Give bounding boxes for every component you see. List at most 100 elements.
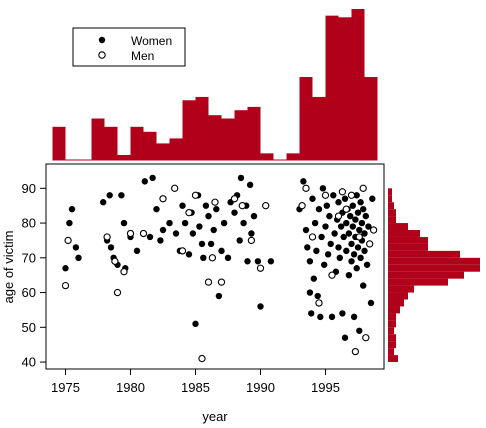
women-point (215, 292, 223, 300)
women-point (157, 237, 164, 244)
men-point (178, 247, 187, 255)
women-point (141, 178, 148, 185)
women-point (339, 310, 346, 317)
age-bar (388, 320, 396, 328)
women-point (311, 219, 319, 227)
legend-men-marker (98, 51, 106, 59)
women-point (207, 240, 215, 248)
x-tick-label: 1990 (246, 380, 275, 395)
men-point (64, 236, 72, 245)
men-point (334, 212, 343, 220)
women-point (356, 327, 363, 334)
year-bar (91, 118, 105, 160)
year-bar (351, 9, 365, 160)
women-point (192, 320, 199, 328)
women-point (345, 271, 353, 279)
women-point (328, 313, 336, 321)
women-point (361, 230, 368, 237)
women-point (358, 219, 366, 227)
women-point (146, 233, 154, 241)
men-point (262, 202, 270, 210)
men-point (347, 191, 356, 199)
age-bar (388, 202, 394, 210)
women-point (172, 230, 180, 237)
men-point (139, 229, 148, 238)
y-axis: 40 50 60 70 80 90 (22, 181, 46, 370)
men-point (217, 278, 226, 286)
women-point (336, 254, 343, 262)
x-tick-label: 1995 (311, 380, 340, 395)
women-point (300, 178, 307, 185)
men-point (126, 229, 135, 238)
women-point (100, 199, 107, 206)
legend-women-marker (98, 36, 106, 44)
women-point (248, 230, 255, 237)
women-point (324, 251, 332, 258)
women-point (213, 205, 220, 213)
women-point (257, 303, 264, 310)
women-point (179, 202, 186, 209)
men-point (351, 347, 360, 356)
women-point (224, 254, 232, 262)
men-point (238, 202, 246, 210)
women-point (357, 199, 364, 206)
men-point (247, 236, 256, 245)
legend-men-label: Men (131, 49, 154, 63)
men-point (366, 240, 374, 248)
women-point (309, 195, 316, 202)
men-point (342, 205, 350, 213)
women-point (348, 258, 355, 265)
women-point (349, 202, 356, 209)
women-point (367, 299, 375, 307)
year-bar (52, 126, 66, 160)
women-point (357, 254, 364, 262)
women-point (340, 233, 347, 241)
women-point (250, 212, 258, 220)
age-bar (388, 216, 396, 224)
men-point (120, 268, 128, 276)
women-point (202, 202, 210, 209)
age-bar (388, 250, 460, 258)
year-bar (364, 77, 378, 160)
women-point (304, 244, 311, 251)
women-point (68, 205, 76, 213)
men-point (61, 281, 70, 290)
women-point (341, 334, 349, 341)
men-point (338, 188, 347, 196)
men-point (355, 233, 363, 241)
women-point (348, 240, 355, 248)
y-tick-label: 80 (22, 216, 36, 231)
women-point (149, 174, 156, 182)
women-point (218, 247, 225, 255)
age-histogram (388, 188, 480, 363)
women-point (331, 230, 338, 237)
men-point (362, 334, 370, 342)
year-bar (143, 131, 157, 160)
men-point (111, 257, 119, 265)
women-point (352, 216, 359, 223)
women-point (353, 265, 360, 272)
age-bar (388, 223, 408, 231)
women-point (189, 230, 197, 237)
men-point (185, 208, 193, 217)
legend: Women Men (72, 27, 186, 67)
age-bar (388, 306, 400, 314)
year-bar (312, 96, 326, 160)
legend-women-label: Women (131, 34, 172, 48)
women-point (118, 192, 125, 199)
women-point (181, 219, 189, 227)
plot-frame (45, 163, 385, 370)
women-point (350, 251, 358, 258)
year-bar (117, 155, 131, 160)
year-bar (260, 153, 274, 160)
y-axis-label: age of victim (1, 231, 16, 304)
x-axis: 1975 1980 1985 1990 1995 (51, 369, 340, 395)
year-histogram (52, 9, 378, 161)
year-bar (130, 126, 144, 160)
women-point (347, 212, 354, 220)
y-tick-label: 50 (22, 320, 36, 335)
year-bar (234, 110, 248, 160)
year-bar (195, 96, 209, 160)
age-bar (388, 355, 398, 363)
men-point (328, 271, 336, 279)
